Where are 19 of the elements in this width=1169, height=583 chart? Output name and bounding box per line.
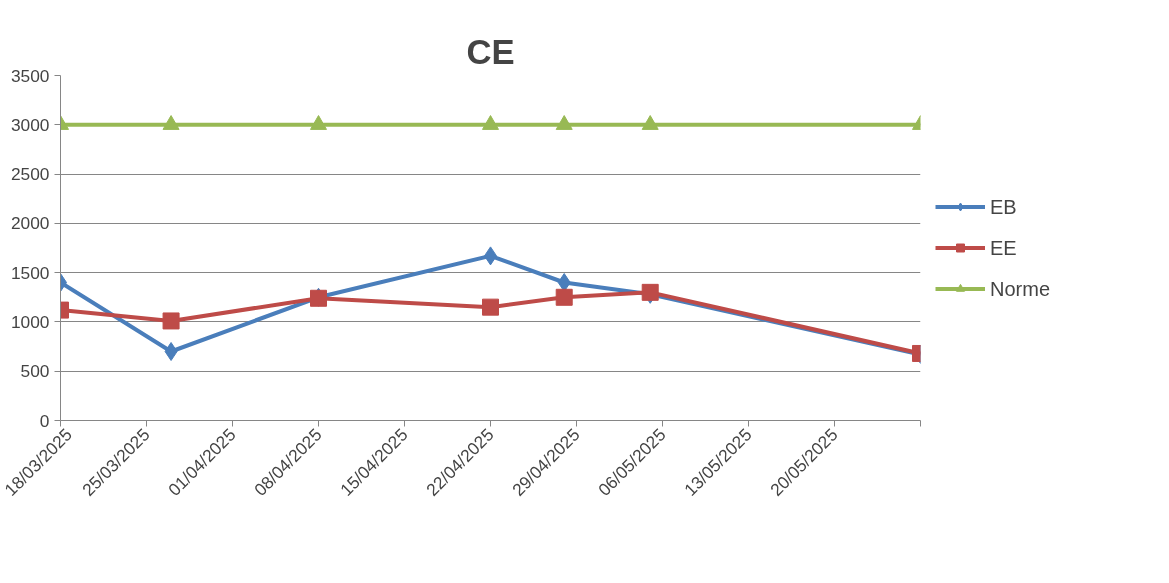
point: [310, 115, 327, 130]
legend-label: EE: [990, 236, 1017, 259]
y-tick-label: 500: [20, 361, 50, 382]
point: [641, 115, 659, 130]
legend-label: EB: [990, 195, 1017, 218]
point: [557, 273, 571, 292]
y-tick-label: 2500: [10, 164, 50, 185]
y-tick-label: 0: [39, 410, 50, 431]
y-tick-label: 3500: [10, 65, 50, 86]
point: [555, 115, 573, 130]
chart-title: CE: [466, 32, 515, 71]
point: [482, 115, 499, 130]
legend-label: Norme: [990, 277, 1051, 300]
point: [482, 298, 499, 316]
point: [555, 288, 573, 306]
y-tick-label: 2000: [10, 213, 50, 234]
y-tick-label: 3000: [10, 114, 50, 135]
y-tick-label: 1500: [10, 262, 50, 283]
y-tick-label: 1000: [10, 311, 50, 332]
